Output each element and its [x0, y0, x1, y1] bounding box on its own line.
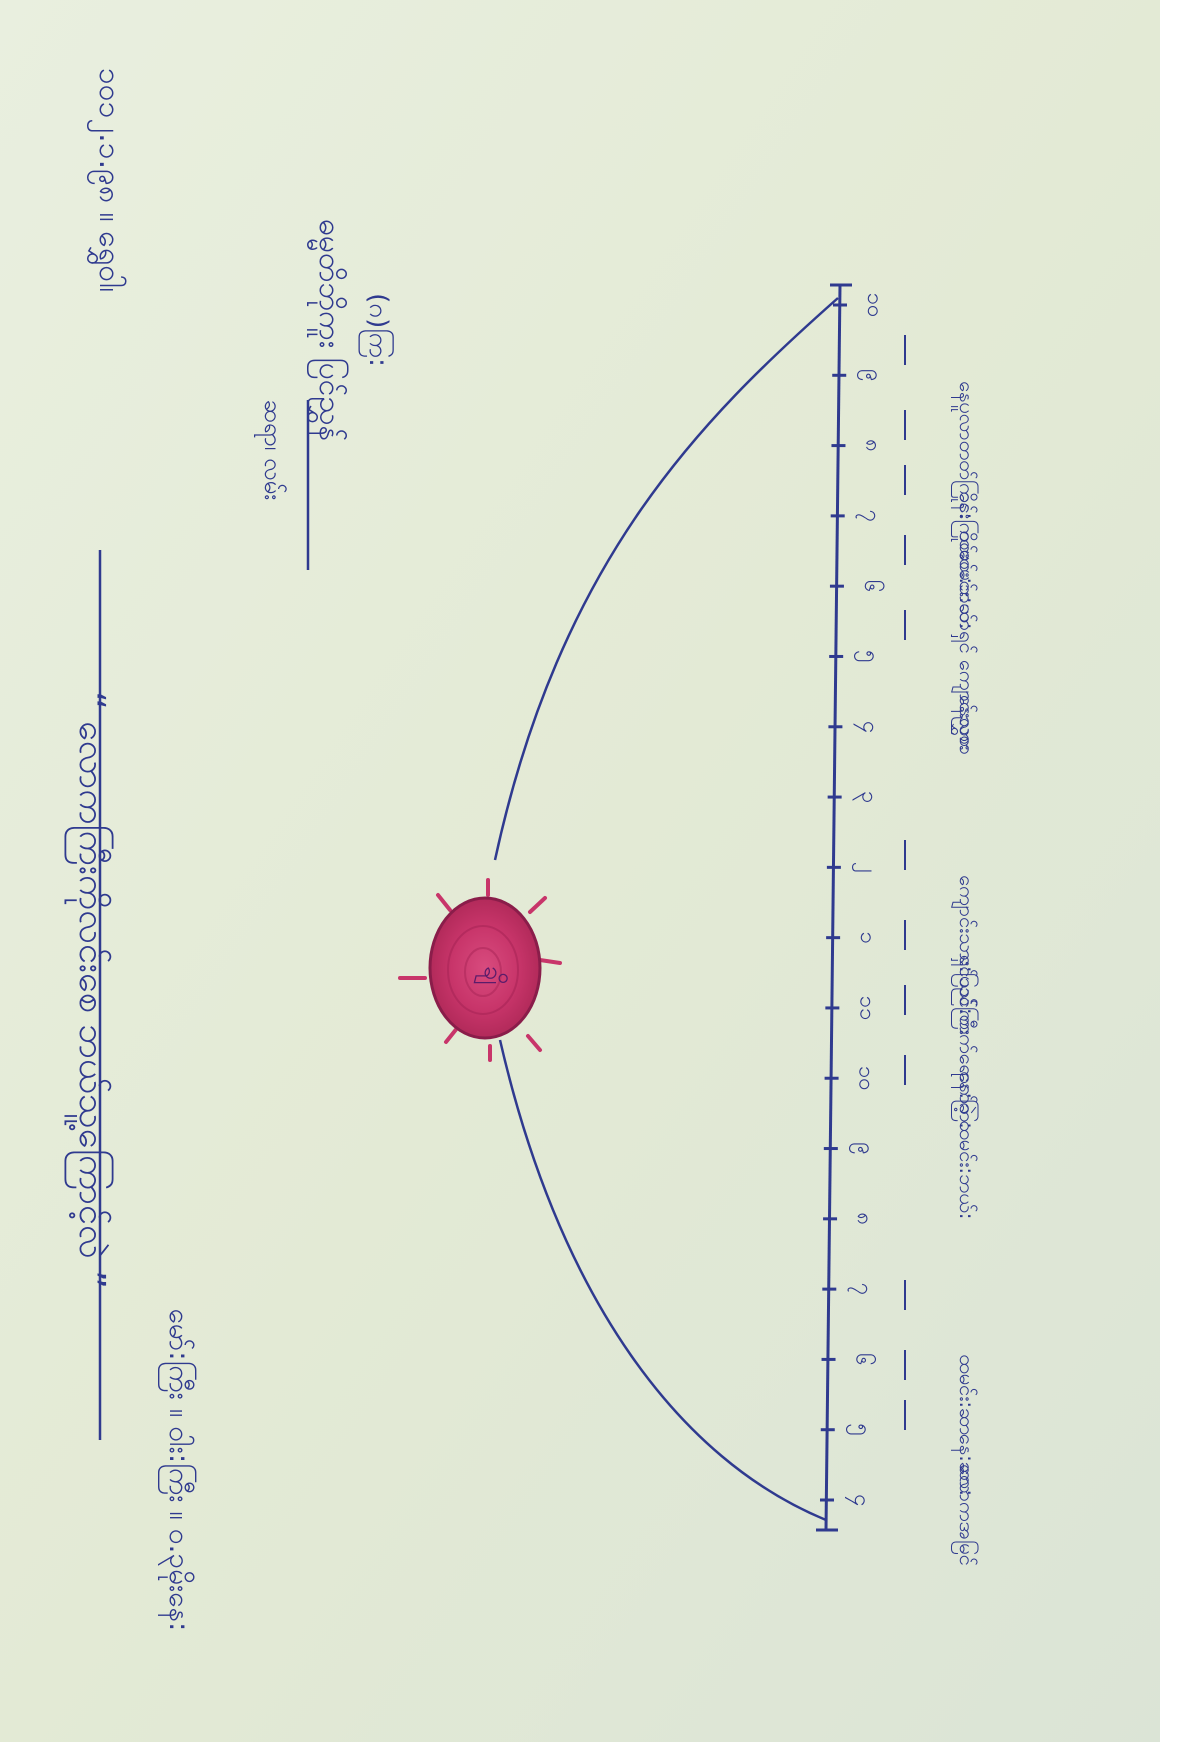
- annotation-note: နေညစာ: [951, 695, 979, 755]
- sun-disc: [428, 896, 542, 1040]
- scale-tick-label: ၃: [853, 791, 882, 803]
- annotation-note: နေ:ဆာ:: [951, 1434, 979, 1496]
- scale-tick-label: ၁: [855, 931, 880, 943]
- annotation-note: ထမင်း:ဘယ်:: [955, 1120, 979, 1219]
- scale-tick-label: ၄: [853, 721, 882, 733]
- annotation-note: နေ:ကြ:: [951, 1071, 979, 1129]
- annotation-note: နေပူလာတတ်ကြိုင်း: [951, 381, 979, 519]
- sun-path-arc: [493, 297, 839, 1522]
- author-line-2: (ဂ)ကြ:: [358, 293, 396, 367]
- scale-tick-label: ၁၀: [854, 1066, 879, 1091]
- sun: ချိ: [398, 878, 562, 1062]
- author-line-1: ဓမ္မတိဘိုကူး ပြင်ညွှန်: [306, 219, 349, 441]
- annotation-column: နေပူလာတတ်ကြိုင်းနေ:ကြိုင်းထမင်း:ဘယ်:ထမင်…: [904, 335, 979, 1566]
- annotation-note: နေ:ကြိုင်း: [951, 491, 979, 558]
- scale-tick-label: ၆: [859, 580, 885, 592]
- scale-tick-label: ၉: [849, 1142, 878, 1154]
- scale-tick-label: ၈: [860, 439, 885, 452]
- scale-tick-label: ၁၀: [862, 293, 887, 318]
- scale-tick-label: ၇: [847, 1283, 876, 1295]
- scale-tick-label: ၅: [854, 650, 883, 662]
- bottom-line-text: မော်:ကြီး ။ ဝါး:ကြီး ။ ၀.၃မိုးနေ:: [157, 1309, 198, 1632]
- scale-tick-label: ၈: [852, 1213, 877, 1226]
- date-text: ၁၀၁၂.၁.၉၈ ။ ရွှေ၀ါ၊: [86, 68, 128, 292]
- sun-label: ချိ: [473, 966, 509, 985]
- annotation-note: ထမင်း:ဆာရှင် ကျောင်းလွှား: [951, 550, 979, 750]
- baseline: [824, 284, 842, 1531]
- date-handwriting: ၁၀၁၂.၁.၉၈ ။ ရွှေ၀ါ၊: [86, 68, 128, 292]
- paper-edge: [1160, 0, 1182, 1742]
- author-block: ဓမ္မတိဘိုကူး ပြင်ညွှန် (ဂ)ကြ: ဆရာ၊ လမ်း: [254, 219, 396, 500]
- title-handwriting: “ လောကကြီးကိုလင်းစေ ဘယ်သူ့ကြောင့်လဲ ”: [64, 691, 113, 1289]
- annotation-note: ရှင်သင်:တက်ရောက်ခဲ့: [951, 955, 979, 1115]
- annotation-note: ထမင်း:ဘယ်:: [955, 530, 979, 629]
- annotation-note: လောကအမြင်: [951, 1464, 979, 1566]
- scale-tick-label: ၄: [845, 1494, 874, 1506]
- scale-tick-label: ၂: [852, 862, 881, 873]
- scale-tick-label: ၉: [857, 369, 886, 381]
- annotation-note: ထမင်း:ဆာ: [955, 1354, 979, 1435]
- author-line-3: ဆရာ၊ လမ်း: [254, 400, 288, 501]
- title-text: “ လောကကြီးကိုလင်းစေ ဘယ်သူ့ကြောင့်လဲ ”: [64, 691, 113, 1289]
- scale-tick-label: ၇: [856, 510, 885, 522]
- scale-tick-label: ၅: [846, 1424, 875, 1436]
- scale-tick-label: ၁၁: [854, 996, 879, 1021]
- scale-tick-label: ၆: [851, 1353, 877, 1365]
- bottom-line-handwriting: မော်:ကြီး ။ ဝါး:ကြီး ။ ၀.၃မိုးနေ:: [157, 1309, 198, 1632]
- annotation-note: ကျောင်းသား:ပြည်ကြီး: [951, 875, 979, 1034]
